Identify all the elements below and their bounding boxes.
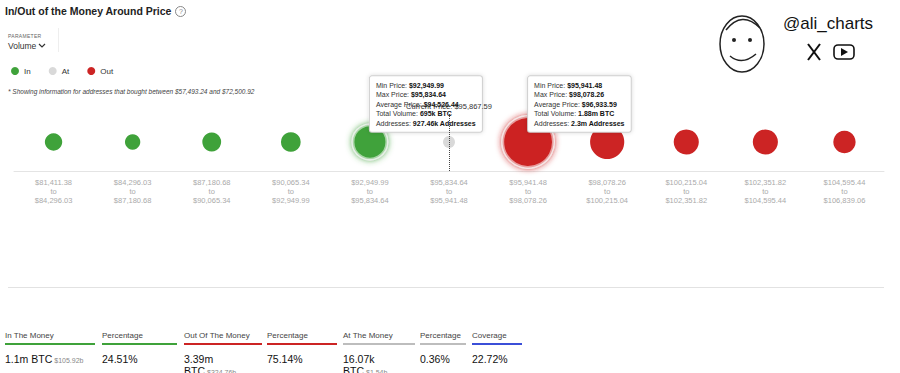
- svg-text:to: to: [683, 187, 689, 196]
- svg-text:$90,065.34: $90,065.34: [272, 178, 310, 187]
- svg-text:to: to: [841, 187, 847, 196]
- svg-text:In: In: [24, 67, 31, 76]
- svg-text:$81,411.38: $81,411.38: [35, 178, 72, 187]
- svg-text:$95,834.64: $95,834.64: [411, 91, 446, 99]
- svg-text:$95,834.64: $95,834.64: [351, 196, 389, 205]
- svg-text:1.88m BTC: 1.88m BTC: [578, 110, 614, 117]
- svg-text:$92,949.99: $92,949.99: [272, 196, 310, 205]
- svg-text:to: to: [525, 187, 531, 196]
- svg-text:to: to: [288, 187, 294, 196]
- svg-text:Total Volume:: Total Volume:: [534, 110, 578, 117]
- svg-text:$102,351.82: $102,351.82: [745, 178, 787, 187]
- svg-text:$98,078.26: $98,078.26: [509, 196, 547, 205]
- svg-text:$102,351.82: $102,351.82: [665, 196, 707, 205]
- svg-text:$100,215.04: $100,215.04: [586, 196, 628, 205]
- svg-text:$92,949.99: $92,949.99: [351, 178, 389, 187]
- svg-text:927.46k Addresses: 927.46k Addresses: [413, 120, 476, 127]
- svg-text:$95,834.64: $95,834.64: [430, 178, 468, 187]
- svg-text:to: to: [209, 187, 215, 196]
- svg-text:Current Price: $95,867.59: Current Price: $95,867.59: [406, 102, 492, 111]
- svg-text:2.3m Addresses: 2.3m Addresses: [571, 120, 625, 127]
- svg-text:Min Price:: Min Price:: [534, 82, 567, 89]
- svg-text:$104,595.44: $104,595.44: [824, 178, 866, 187]
- svg-text:to: to: [446, 187, 452, 196]
- svg-text:$95,941.48: $95,941.48: [567, 82, 602, 90]
- svg-text:Max Price:: Max Price:: [376, 91, 411, 98]
- svg-text:Average Price:: Average Price:: [534, 101, 582, 109]
- svg-text:to: to: [367, 187, 373, 196]
- svg-text:Total Volume:: Total Volume:: [376, 110, 420, 117]
- svg-text:Addresses:: Addresses:: [376, 120, 413, 127]
- svg-text:$87,180.68: $87,180.68: [114, 196, 152, 205]
- svg-text:Min Price:: Min Price:: [376, 82, 409, 89]
- svg-text:$98,078.26: $98,078.26: [588, 178, 626, 187]
- svg-text:$106,839.06: $106,839.06: [824, 196, 866, 205]
- svg-text:Out: Out: [100, 67, 114, 76]
- svg-text:$96,933.59: $96,933.59: [582, 101, 617, 109]
- svg-text:Max Price:: Max Price:: [534, 91, 569, 98]
- svg-text:$95,941.48: $95,941.48: [509, 178, 547, 187]
- svg-text:to: to: [130, 187, 136, 196]
- svg-text:$104,595.44: $104,595.44: [745, 196, 787, 205]
- svg-text:$84,296.03: $84,296.03: [114, 178, 152, 187]
- svg-text:$92,949.99: $92,949.99: [409, 82, 444, 90]
- svg-text:At: At: [62, 67, 70, 76]
- svg-text:to: to: [604, 187, 610, 196]
- svg-text:$100,215.04: $100,215.04: [665, 178, 707, 187]
- svg-text:$98,078.26: $98,078.26: [569, 91, 604, 99]
- svg-text:$90,065.34: $90,065.34: [193, 196, 231, 205]
- svg-text:to: to: [762, 187, 768, 196]
- svg-text:695k BTC: 695k BTC: [420, 110, 452, 117]
- svg-text:$95,941.48: $95,941.48: [430, 196, 468, 205]
- svg-text:$84,296.03: $84,296.03: [35, 196, 73, 205]
- svg-text:Addresses:: Addresses:: [534, 120, 571, 127]
- svg-text:$87,180.68: $87,180.68: [193, 178, 231, 187]
- svg-text:to: to: [50, 187, 56, 196]
